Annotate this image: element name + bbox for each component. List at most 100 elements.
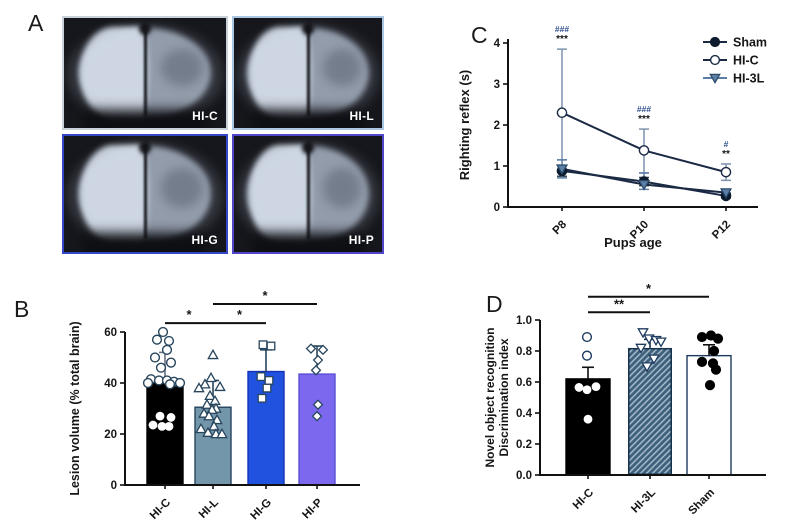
mri-grid: HI-C HI-L HI-G xyxy=(62,16,384,254)
discrimination-index-chart: ***0.00.20.40.60.81.0HI-C HI-3L ShamNovel … xyxy=(483,281,766,518)
data-point xyxy=(262,383,272,393)
brain-lesion-bright-area xyxy=(248,145,311,243)
data-point xyxy=(655,337,667,348)
svg-text:***: *** xyxy=(638,114,650,125)
panel-d-label: D xyxy=(486,291,503,317)
bar-Sham xyxy=(686,354,732,476)
data-point xyxy=(708,345,720,357)
mri-image-hi-c: HI-C xyxy=(62,16,228,130)
data-point xyxy=(161,344,173,355)
data-point xyxy=(264,376,274,385)
brain-top-notch xyxy=(139,140,151,154)
svg-text:Sham: Sham xyxy=(733,36,767,50)
svg-text:HI-3L: HI-3L xyxy=(629,487,658,516)
data-point xyxy=(311,410,323,422)
mri-image-hi-l: HI-L xyxy=(232,16,384,130)
data-point xyxy=(155,362,167,373)
bar-HI-3L xyxy=(628,347,672,475)
svg-text:*: * xyxy=(237,307,243,322)
brain-base-shadow xyxy=(83,233,207,252)
svg-text:0.2: 0.2 xyxy=(516,439,532,451)
data-point xyxy=(151,334,163,345)
data-point xyxy=(148,420,158,430)
data-point xyxy=(555,164,569,176)
svg-text:Discrimination index: Discrimination index xyxy=(497,338,511,456)
data-point xyxy=(574,383,584,392)
brain-dark-region xyxy=(322,168,362,208)
data-point xyxy=(266,341,276,351)
data-point xyxy=(166,413,176,422)
data-point xyxy=(193,382,205,393)
data-point xyxy=(257,393,267,403)
data-point xyxy=(256,372,266,382)
mri-label: HI-L xyxy=(349,109,374,123)
svg-text:*: * xyxy=(262,288,268,303)
svg-text:HI-L: HI-L xyxy=(197,497,221,521)
data-point xyxy=(142,377,154,389)
data-point xyxy=(310,364,322,376)
svg-text:P8: P8 xyxy=(551,218,570,237)
data-point xyxy=(174,377,186,389)
brain-base-shadow xyxy=(251,110,365,128)
data-point xyxy=(637,328,649,339)
data-point xyxy=(591,382,601,392)
svg-text:20: 20 xyxy=(104,429,117,441)
svg-text:0.4: 0.4 xyxy=(516,408,533,420)
data-point xyxy=(204,389,216,400)
svg-text:60: 60 xyxy=(104,327,117,339)
svg-text:Sham: Sham xyxy=(686,487,717,518)
data-point xyxy=(202,426,214,437)
brain-midline xyxy=(307,25,310,116)
svg-text:0.6: 0.6 xyxy=(516,377,532,389)
panel-b-label: B xyxy=(14,296,30,322)
data-point xyxy=(720,166,732,178)
brain-dark-region xyxy=(322,48,362,87)
data-point xyxy=(704,379,716,391)
svg-text:**: ** xyxy=(614,296,625,311)
svg-text:3: 3 xyxy=(494,79,500,91)
mri-image-hi-p: HI-P xyxy=(232,134,384,254)
svg-text:Pups age: Pups age xyxy=(604,235,662,250)
bar-HI-P xyxy=(298,373,336,486)
svg-text:4: 4 xyxy=(494,38,501,50)
svg-text:0: 0 xyxy=(494,202,500,214)
brain-base-shadow xyxy=(251,233,365,252)
data-point xyxy=(258,340,268,350)
data-point xyxy=(163,335,175,347)
data-point xyxy=(582,385,592,395)
svg-text:Lesion volume (% total brain): Lesion volume (% total brain) xyxy=(68,321,82,495)
brain-dark-region xyxy=(161,48,204,87)
brain-midline xyxy=(144,144,147,240)
bar-HI-C xyxy=(146,382,184,486)
svg-text:2: 2 xyxy=(494,120,500,132)
panel-a-label: A xyxy=(28,10,44,36)
data-point xyxy=(696,331,708,343)
brain-top-notch xyxy=(302,140,314,154)
svg-text:*: * xyxy=(646,281,652,296)
data-point xyxy=(164,379,176,390)
svg-text:HI-C: HI-C xyxy=(571,487,596,512)
data-point xyxy=(208,420,220,431)
brain-lesion-bright-area xyxy=(80,26,149,120)
svg-text:HI-C: HI-C xyxy=(148,497,173,522)
brain-dark-region xyxy=(161,168,204,208)
brain-midline xyxy=(144,25,147,116)
svg-text:HI-C: HI-C xyxy=(733,54,759,68)
bar-HI-C xyxy=(565,378,611,476)
mri-label: HI-C xyxy=(192,109,218,123)
svg-text:###: ### xyxy=(555,24,569,34)
data-point xyxy=(719,188,733,199)
data-point xyxy=(207,348,219,360)
data-point xyxy=(155,411,165,421)
svg-text:HI-G: HI-G xyxy=(248,497,274,523)
data-point xyxy=(312,354,324,366)
svg-text:**: ** xyxy=(722,149,730,160)
data-point xyxy=(216,427,228,439)
panel-c-label: C xyxy=(471,22,488,48)
brain-top-notch xyxy=(139,22,151,36)
data-point xyxy=(157,326,169,338)
data-point xyxy=(581,350,593,361)
data-point xyxy=(648,354,660,365)
data-point xyxy=(709,36,721,48)
